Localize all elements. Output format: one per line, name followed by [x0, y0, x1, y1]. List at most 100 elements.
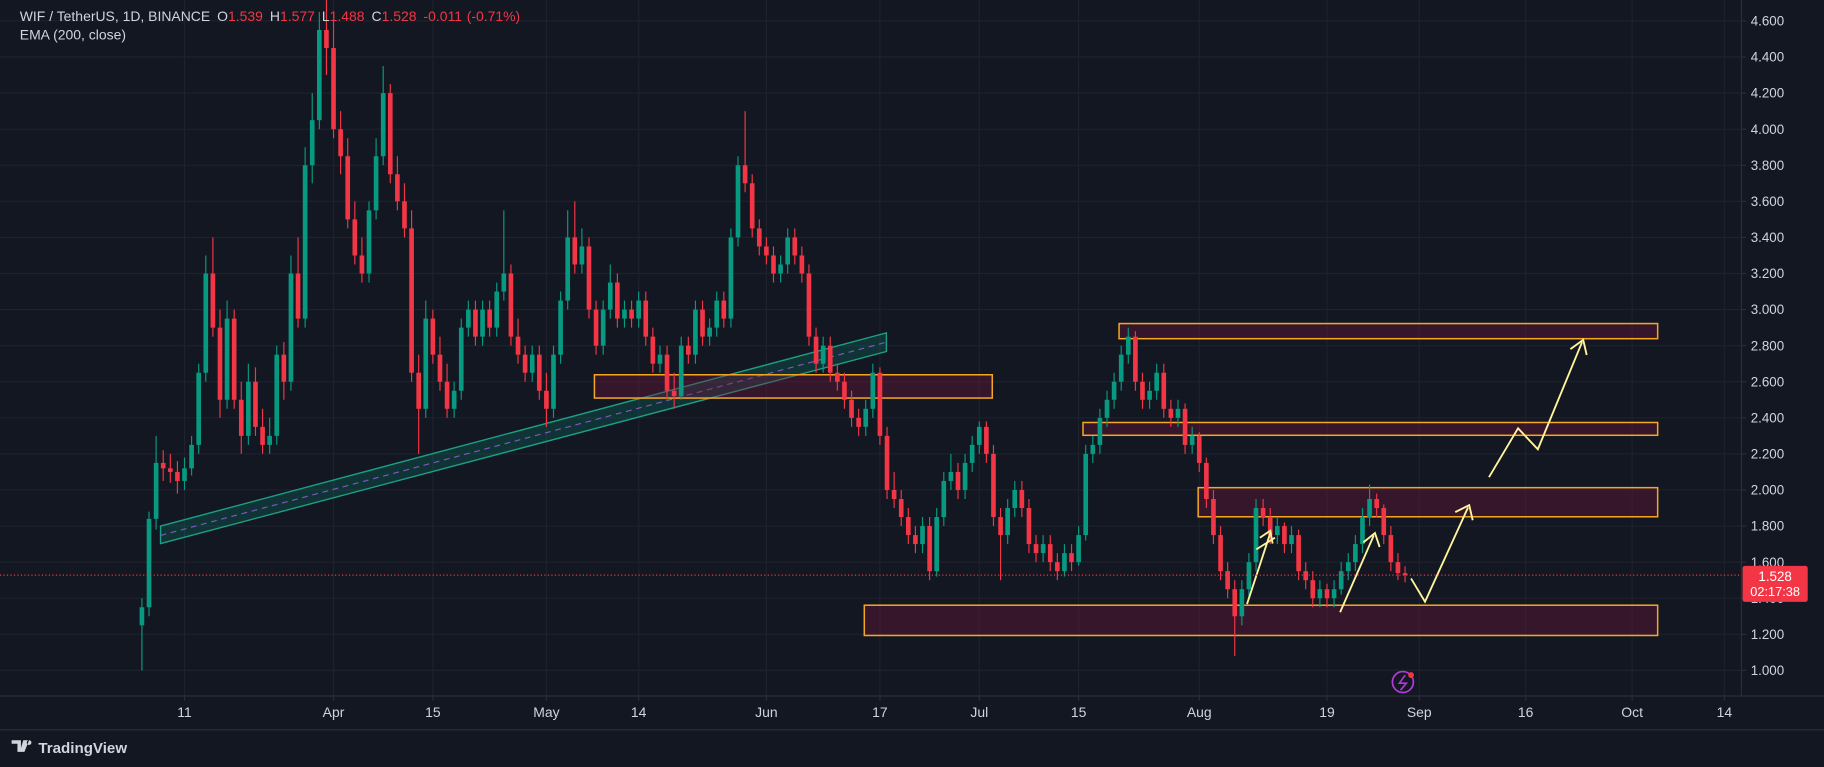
y-tick-label: 2.400 — [1751, 410, 1784, 425]
candle-body — [451, 390, 457, 409]
candle-body — [1047, 544, 1053, 563]
x-tick-label: 19 — [1319, 704, 1335, 720]
x-tick-label: 14 — [1717, 704, 1733, 720]
candle-body — [536, 354, 542, 391]
candle-body — [1232, 589, 1238, 617]
candle-body — [345, 156, 351, 220]
candle-body — [1324, 589, 1330, 599]
candle-body — [962, 462, 968, 490]
candle-body — [295, 273, 301, 319]
candle-body — [1225, 571, 1230, 590]
drawings — [159, 322, 1659, 637]
candle-body — [395, 174, 400, 202]
candle-body — [1026, 508, 1032, 545]
candle-body — [466, 309, 471, 328]
candle-body — [629, 309, 634, 319]
candle-body — [976, 426, 982, 445]
candle-body — [175, 471, 180, 481]
candle-body — [317, 29, 322, 121]
candle-body — [402, 201, 407, 229]
last-price-box — [1742, 565, 1808, 602]
candle-body — [650, 336, 656, 364]
y-tick-label: 3.000 — [1751, 302, 1784, 317]
arrow-head — [1362, 531, 1381, 548]
candle-body — [1296, 535, 1301, 572]
candle-body — [941, 480, 947, 518]
legend-value: 1.577 — [280, 8, 315, 24]
zone — [1118, 322, 1659, 340]
candle-body — [522, 354, 528, 373]
arrow-head — [1454, 503, 1474, 521]
candle-body — [267, 435, 272, 445]
candle-body — [409, 228, 414, 373]
candle-body — [1239, 589, 1245, 617]
lightning-icon[interactable] — [1391, 670, 1415, 694]
candle-body — [969, 444, 975, 463]
candle-body — [196, 372, 202, 445]
candle-body — [274, 354, 280, 436]
candle-body — [1260, 508, 1266, 518]
candle-body — [1282, 526, 1287, 545]
symbol: WIF / TetherUS, 1D, BINANCE — [20, 8, 210, 24]
candle-body — [707, 327, 712, 337]
y-tick-label: 4.600 — [1751, 14, 1784, 29]
candle-body — [1289, 535, 1294, 545]
candle-body — [565, 237, 571, 301]
candle-body — [366, 210, 372, 274]
zone — [863, 604, 1659, 637]
candle-body — [1367, 499, 1372, 518]
candle-body — [203, 273, 209, 373]
arrow — [1255, 536, 1276, 551]
candle-body — [792, 237, 798, 256]
legend-key: L — [322, 8, 330, 24]
candle-body — [387, 93, 393, 175]
candle-body — [1360, 517, 1365, 545]
legend-key: O — [217, 8, 228, 24]
header: WIF / TetherUS, 1D, BINANCE O1.539 H1.577 L… — [20, 8, 520, 24]
arrows — [1246, 338, 1588, 613]
y-tick-label: 3.200 — [1751, 266, 1784, 281]
candle-body — [1154, 372, 1160, 391]
candle-body — [1161, 372, 1167, 409]
zone — [1082, 421, 1659, 437]
candle-body — [1317, 589, 1323, 599]
candle-body — [501, 273, 507, 292]
arrow — [1339, 535, 1375, 613]
candle-body — [224, 318, 230, 400]
candle-body — [1196, 435, 1202, 463]
brand: TradingView — [38, 740, 127, 757]
last-price-label: 1.528 — [1758, 569, 1791, 584]
candle-body — [693, 309, 698, 355]
x-tick-label: 15 — [425, 704, 441, 720]
candle-body — [1118, 354, 1124, 382]
candle-body — [934, 517, 940, 572]
candle-body — [1345, 562, 1351, 572]
candle-body — [984, 426, 989, 454]
legend-value: 1.488 — [330, 8, 365, 24]
x-tick-label: 16 — [1518, 704, 1534, 720]
candle-body — [799, 255, 805, 274]
x-tick-label: 14 — [631, 704, 647, 720]
candle-body — [1033, 544, 1039, 554]
candle-body — [160, 462, 166, 469]
candle-body — [593, 309, 599, 346]
candle-body — [1310, 580, 1316, 599]
candle-body — [189, 444, 194, 469]
candle-body — [991, 453, 996, 518]
x-tick-label: 17 — [872, 704, 888, 720]
candle-body — [380, 93, 386, 157]
candle-body — [813, 336, 819, 364]
y-tick-label: 3.800 — [1751, 158, 1784, 173]
candle-body — [927, 526, 932, 572]
candle-body — [210, 273, 216, 328]
candle-body — [146, 518, 152, 608]
candle-body — [714, 300, 720, 328]
candle-body — [898, 499, 904, 518]
candle-body — [430, 318, 436, 355]
y-tick-label: 4.200 — [1751, 86, 1784, 101]
candle-body — [579, 246, 585, 265]
arrow — [1410, 507, 1469, 604]
candle-body — [1133, 336, 1138, 382]
tv-logo — [11, 740, 32, 752]
candle-body — [487, 309, 492, 328]
